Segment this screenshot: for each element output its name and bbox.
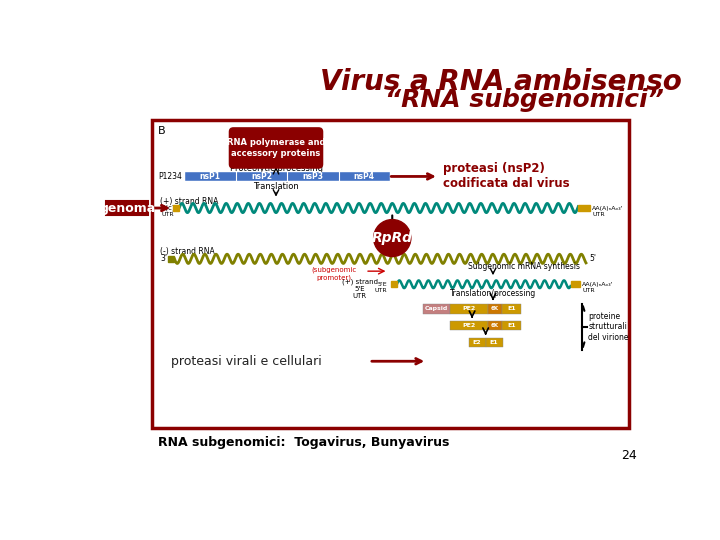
Text: Subgenomic mRNA synthesis: Subgenomic mRNA synthesis bbox=[468, 262, 580, 271]
Text: Capsid: Capsid bbox=[426, 306, 449, 312]
Text: AA(A)ₙAₒ₃': AA(A)ₙAₒ₃' bbox=[582, 282, 613, 287]
Bar bbox=[391, 281, 397, 287]
Text: B: B bbox=[158, 126, 166, 137]
Text: PE2: PE2 bbox=[462, 323, 476, 328]
Text: Virus a RNA ambisenso: Virus a RNA ambisenso bbox=[320, 68, 682, 96]
Text: (subgenomic
promoter): (subgenomic promoter) bbox=[312, 267, 356, 281]
Text: nsP3: nsP3 bbox=[302, 172, 323, 181]
Bar bbox=[487, 304, 502, 314]
Text: PE2: PE2 bbox=[462, 306, 476, 312]
Text: nsP4: nsP4 bbox=[354, 172, 374, 181]
Text: “RNA subgenomici”: “RNA subgenomici” bbox=[384, 88, 663, 112]
Bar bbox=[487, 321, 502, 330]
Bar bbox=[451, 304, 487, 314]
Bar bbox=[502, 304, 521, 314]
FancyBboxPatch shape bbox=[229, 127, 323, 168]
Bar bbox=[451, 321, 487, 330]
Text: RNA polymerase and
accessory proteins: RNA polymerase and accessory proteins bbox=[227, 138, 325, 158]
Text: E1: E1 bbox=[490, 340, 498, 345]
Text: E2: E2 bbox=[473, 340, 482, 345]
Text: UTR: UTR bbox=[593, 212, 605, 217]
Bar bbox=[469, 338, 485, 347]
Text: proteasi virali e cellulari: proteasi virali e cellulari bbox=[171, 355, 322, 368]
Text: P1234: P1234 bbox=[158, 172, 182, 181]
Text: 5'E: 5'E bbox=[378, 282, 387, 287]
Text: RNA subgenomici:  Togavirus, Bunyavirus: RNA subgenomici: Togavirus, Bunyavirus bbox=[158, 436, 449, 449]
Bar bbox=[485, 338, 503, 347]
Text: 5'(c): 5'(c) bbox=[160, 205, 175, 211]
Text: (+) strand RNA: (+) strand RNA bbox=[160, 197, 218, 206]
Text: AA(A)ₙAₒ₃': AA(A)ₙAₒ₃' bbox=[593, 206, 624, 211]
Text: E1: E1 bbox=[507, 306, 516, 312]
Bar bbox=[173, 205, 179, 211]
Text: 5': 5' bbox=[589, 254, 596, 264]
Text: (-) strand RNA: (-) strand RNA bbox=[160, 247, 215, 256]
Text: genoma: genoma bbox=[99, 201, 156, 214]
Text: UTR: UTR bbox=[582, 288, 595, 293]
Bar bbox=[184, 172, 390, 181]
Bar bbox=[423, 304, 451, 314]
Text: E1: E1 bbox=[507, 323, 516, 328]
Text: Translation: Translation bbox=[253, 182, 299, 191]
Bar bbox=[168, 256, 174, 262]
Text: 24: 24 bbox=[621, 449, 636, 462]
Text: RpRd: RpRd bbox=[372, 231, 413, 245]
Text: (+) strand
5'E
UTR: (+) strand 5'E UTR bbox=[342, 278, 378, 299]
Text: UTR: UTR bbox=[375, 288, 387, 293]
Text: proteine
strutturali
del virione: proteine strutturali del virione bbox=[588, 312, 629, 341]
Text: Translation/processing: Translation/processing bbox=[450, 289, 536, 298]
Text: 3': 3' bbox=[161, 254, 168, 264]
FancyBboxPatch shape bbox=[152, 120, 629, 428]
Text: 6K: 6K bbox=[490, 306, 499, 312]
Text: UTR: UTR bbox=[161, 212, 174, 217]
Text: nsP1: nsP1 bbox=[199, 172, 221, 181]
Bar bbox=[570, 281, 580, 287]
FancyBboxPatch shape bbox=[107, 201, 148, 215]
Text: nsP2: nsP2 bbox=[251, 172, 272, 181]
Circle shape bbox=[374, 220, 411, 256]
Bar bbox=[578, 205, 590, 211]
Bar bbox=[502, 321, 521, 330]
Text: Proteolytic processing: Proteolytic processing bbox=[230, 164, 323, 173]
Text: 6K: 6K bbox=[490, 323, 499, 328]
Text: proteasi (nsP2)
codificata dal virus: proteasi (nsP2) codificata dal virus bbox=[443, 163, 570, 191]
